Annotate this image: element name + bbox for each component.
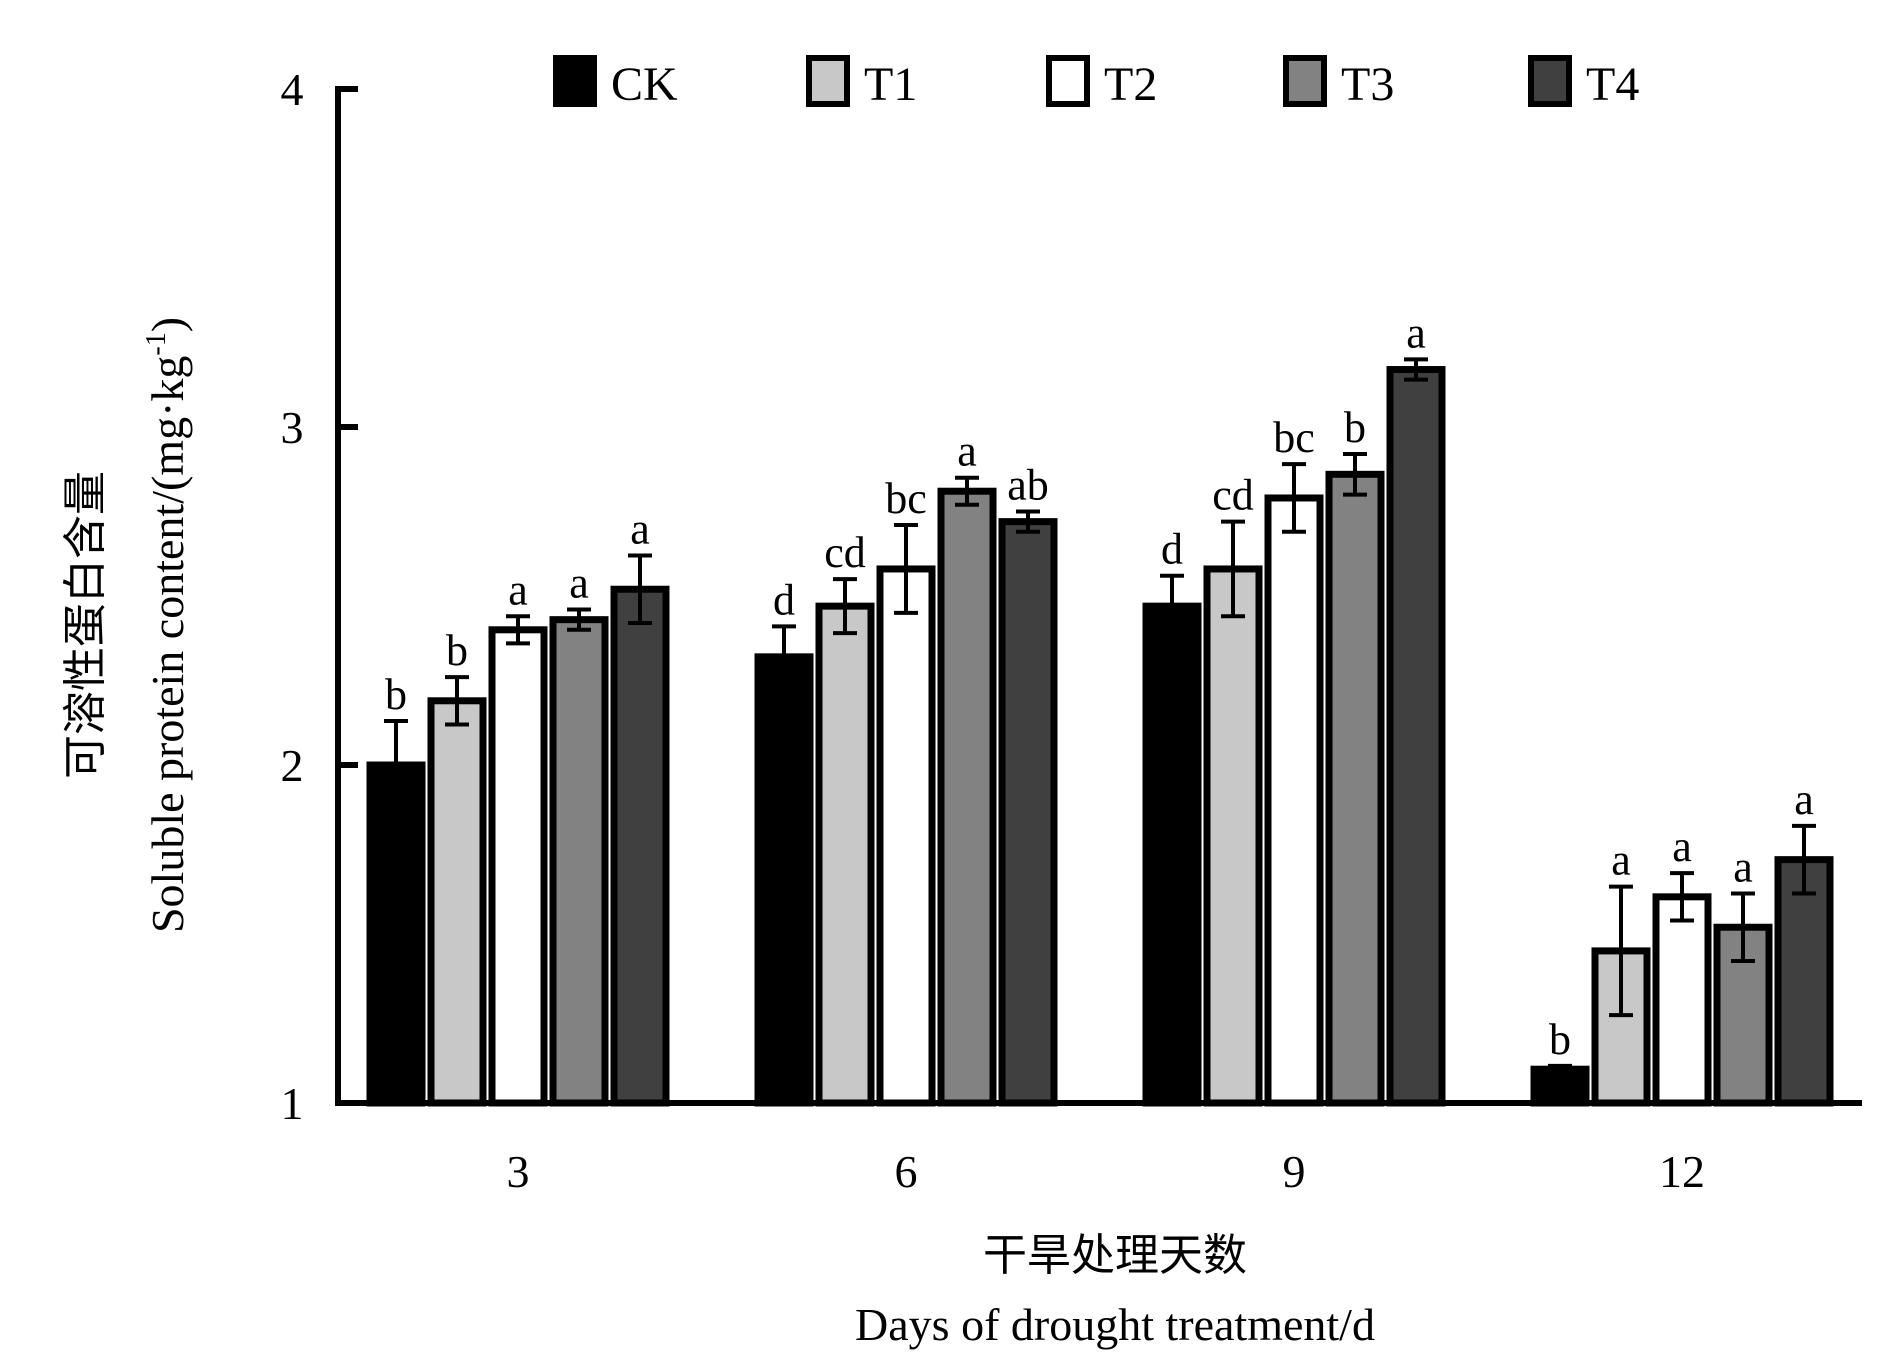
legend-label-t3: T3	[1341, 58, 1394, 111]
bar-t2	[876, 565, 936, 1107]
significance-label: cd	[824, 528, 866, 577]
significance-label: d	[773, 575, 795, 624]
significance-label: cd	[1212, 471, 1254, 520]
legend-swatch-t4	[1528, 55, 1572, 107]
significance-label: a	[1672, 822, 1692, 871]
bar-t4	[1774, 856, 1834, 1107]
legend-swatch-ck	[553, 55, 597, 107]
bar-t1	[427, 697, 487, 1107]
legend-label-t2: T2	[1104, 58, 1157, 111]
x-tick-label: 12	[1659, 1146, 1705, 1197]
bar-t4	[1386, 366, 1446, 1107]
significance-label: ab	[1007, 461, 1049, 510]
x-axis-title-cn: 干旱处理天数	[983, 1230, 1247, 1281]
significance-label: d	[1161, 525, 1183, 574]
y-tick-label: 4	[281, 64, 304, 115]
significance-label: b	[1344, 403, 1366, 452]
significance-label: a	[1406, 308, 1426, 357]
significance-label: bc	[885, 474, 927, 523]
y-axis-title-main: Soluble protein content/(mg·kg	[142, 356, 193, 933]
bar-t3	[937, 487, 997, 1107]
bar-t4	[610, 585, 670, 1107]
significance-label: a	[569, 559, 589, 608]
x-tick-label: 9	[1283, 1146, 1306, 1197]
legend-label-ck: CK	[611, 58, 678, 111]
x-tick-label: 3	[507, 1146, 530, 1197]
legend-label-t1: T1	[864, 58, 917, 111]
bar-t4	[998, 518, 1058, 1107]
significance-label: a	[508, 565, 528, 614]
y-tick-label: 1	[281, 1078, 304, 1129]
significance-label: a	[957, 427, 977, 476]
significance-label: b	[385, 670, 407, 719]
y-axis-title-close: )	[142, 317, 193, 332]
bar-ck	[754, 653, 814, 1107]
bar-t1	[815, 602, 875, 1107]
bar-t1	[1203, 565, 1263, 1107]
legend-label-t4: T4	[1586, 58, 1639, 111]
significance-label: b	[1549, 1015, 1571, 1064]
y-axis-title: Soluble protein content/(mg·kg-1)	[141, 317, 193, 933]
y-axis-title-sup: -1	[141, 332, 172, 355]
bar-ck	[366, 761, 426, 1107]
bar-t2	[1264, 494, 1324, 1107]
bar-ck	[1530, 1065, 1590, 1107]
legend-swatch-t3	[1283, 55, 1327, 107]
y-tick-label: 2	[281, 740, 304, 791]
bar-t3	[549, 616, 609, 1107]
y-axis-title-cn: 可溶性蛋白含量	[60, 471, 111, 779]
significance-label: a	[1733, 842, 1753, 891]
x-axis-title: Days of drought treatment/d	[855, 1299, 1375, 1350]
y-tick-label: 3	[281, 402, 304, 453]
bar-t2	[488, 626, 548, 1107]
significance-label: b	[446, 626, 468, 675]
significance-label: a	[1794, 775, 1814, 824]
significance-label: bc	[1273, 413, 1315, 462]
x-tick-label: 6	[895, 1146, 918, 1197]
legend-swatch-t1	[806, 55, 850, 107]
significance-label: a	[1611, 836, 1631, 885]
bar-t2	[1652, 893, 1712, 1107]
legend-swatch-t2	[1046, 55, 1090, 107]
legend: CK T1 T2 T3 T4	[553, 55, 1639, 111]
significance-label: a	[630, 504, 650, 553]
bar-ck	[1142, 602, 1202, 1107]
bar-t3	[1325, 470, 1385, 1107]
